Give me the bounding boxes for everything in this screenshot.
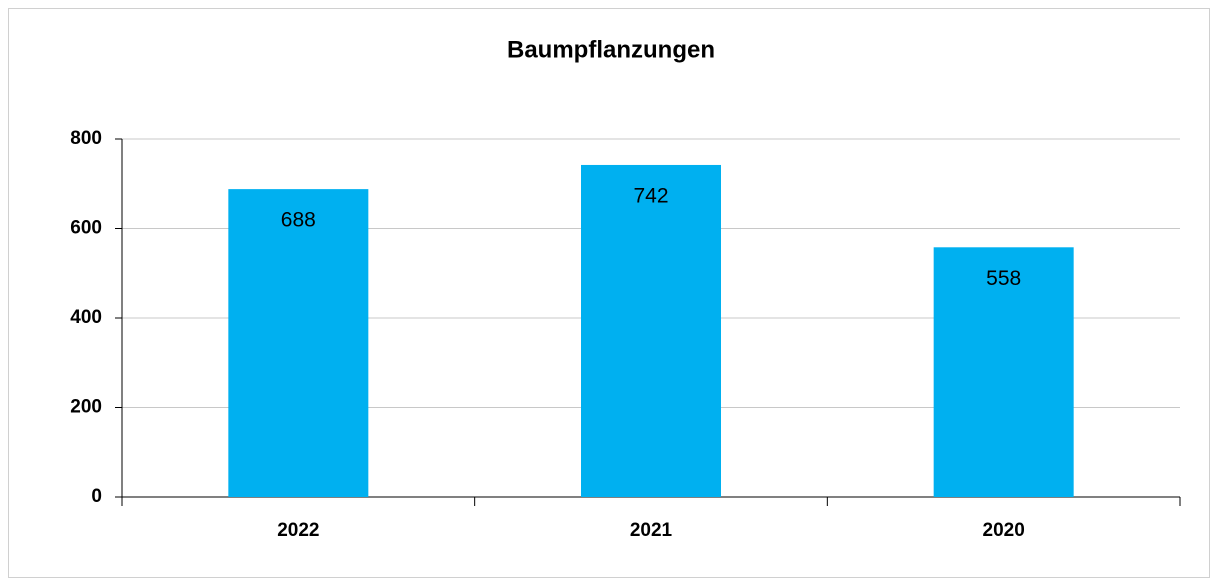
y-tick-label: 600	[70, 218, 102, 239]
bar	[581, 164, 721, 497]
x-tick-label: 2021	[630, 520, 673, 541]
y-tick-label: 800	[70, 128, 102, 149]
x-tick-label: 2022	[277, 520, 319, 541]
y-tick-label: 400	[70, 307, 102, 328]
bar	[933, 247, 1074, 497]
bar	[228, 189, 369, 497]
data-label: 558	[986, 267, 1021, 290]
x-tick-label: 2020	[983, 520, 1025, 541]
data-label: 688	[281, 209, 316, 232]
data-label: 742	[633, 185, 668, 208]
y-tick-label: 200	[70, 397, 102, 418]
chart-title: Baumpflanzungen	[507, 36, 715, 63]
y-tick-label: 0	[91, 486, 102, 507]
